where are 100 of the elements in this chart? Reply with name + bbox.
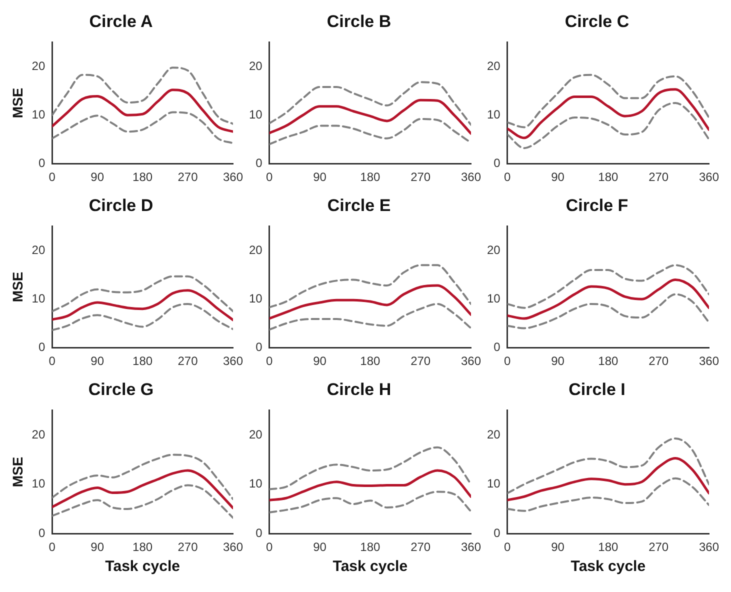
x-tick-label: 0 xyxy=(504,354,512,368)
x-tick-label: 90 xyxy=(313,354,327,368)
y-tick-label: 0 xyxy=(494,156,501,170)
x-tick-label: 180 xyxy=(132,540,153,554)
y-tick-label: 20 xyxy=(32,427,46,442)
x-tick-label: 0 xyxy=(266,354,274,368)
x-tick-label: 360 xyxy=(698,170,720,184)
line-series xyxy=(269,264,471,308)
x-tick-label: 360 xyxy=(460,170,482,184)
x-tick-label: 360 xyxy=(222,354,244,368)
y-tick-label: 10 xyxy=(32,107,46,122)
y-axis-title: MSE xyxy=(9,456,26,488)
line-series xyxy=(269,469,471,502)
y-tick-label: 0 xyxy=(494,340,501,354)
x-tick-label: 90 xyxy=(551,170,565,184)
x-tick-label: 0 xyxy=(266,170,274,184)
line-series xyxy=(507,88,709,140)
x-tick-label: 180 xyxy=(360,354,380,368)
y-tick-label: 10 xyxy=(486,476,501,491)
x-tick-label: 270 xyxy=(648,170,669,184)
line-series xyxy=(52,302,233,332)
y-tick-label: 0 xyxy=(38,156,46,170)
y-tick-label: 10 xyxy=(248,107,263,122)
x-tick-label: 90 xyxy=(90,170,104,184)
line-series xyxy=(269,81,471,126)
chart-title: Circle I xyxy=(568,380,626,399)
y-tick-label: 0 xyxy=(256,340,263,354)
line-series xyxy=(507,278,709,320)
x-tick-label: 360 xyxy=(222,540,244,554)
x-tick-label: 0 xyxy=(48,170,56,184)
y-tick-label: 10 xyxy=(32,291,46,306)
line-series xyxy=(507,264,709,309)
y-tick-label: 20 xyxy=(32,242,46,257)
chart-title: Circle E xyxy=(327,196,391,215)
y-tick-label: 20 xyxy=(248,58,263,73)
x-tick-label: 270 xyxy=(410,540,431,554)
y-tick-label: 20 xyxy=(486,58,501,73)
x-tick-label: 0 xyxy=(48,354,56,368)
x-tick-label: 360 xyxy=(222,170,244,184)
x-axis-title: Task cycle xyxy=(332,558,408,576)
line-series xyxy=(507,456,709,502)
x-tick-label: 360 xyxy=(460,354,482,368)
y-tick-label: 20 xyxy=(486,242,501,257)
line-series xyxy=(507,102,709,150)
x-tick-label: 360 xyxy=(698,540,720,554)
y-tick-label: 10 xyxy=(32,476,46,491)
line-series xyxy=(507,437,709,494)
y-tick-label: 20 xyxy=(32,58,46,73)
line-series xyxy=(269,446,471,490)
line-series xyxy=(269,302,471,331)
y-tick-label: 20 xyxy=(248,427,263,442)
x-axis-title: Task cycle xyxy=(105,558,180,576)
x-tick-label: 180 xyxy=(132,354,153,368)
x-tick-label: 180 xyxy=(598,540,618,554)
x-tick-label: 180 xyxy=(360,170,380,184)
y-tick-label: 0 xyxy=(256,156,263,170)
y-tick-label: 0 xyxy=(494,526,501,540)
y-axis-title: MSE xyxy=(9,88,26,118)
x-tick-label: 0 xyxy=(504,540,512,554)
chart-title: Circle D xyxy=(88,196,154,215)
x-tick-label: 90 xyxy=(551,540,565,554)
x-tick-label: 270 xyxy=(178,354,198,368)
x-tick-label: 0 xyxy=(266,540,274,554)
line-series xyxy=(269,490,471,514)
y-tick-label: 10 xyxy=(486,291,501,306)
x-tick-label: 0 xyxy=(48,540,56,554)
line-series xyxy=(269,118,471,146)
y-tick-label: 20 xyxy=(486,427,501,442)
line-series xyxy=(507,477,709,512)
x-tick-label: 270 xyxy=(410,170,431,184)
x-axis-title: Task cycle xyxy=(570,558,646,576)
chart-title: Circle G xyxy=(88,380,154,399)
y-tick-label: 0 xyxy=(38,340,46,354)
x-tick-label: 180 xyxy=(360,540,380,554)
x-tick-label: 90 xyxy=(313,540,327,554)
x-tick-label: 270 xyxy=(178,540,198,554)
x-tick-label: 0 xyxy=(504,170,512,184)
y-tick-label: 10 xyxy=(486,107,501,122)
x-tick-label: 90 xyxy=(90,354,104,368)
chart-title: Circle B xyxy=(326,12,392,31)
line-series xyxy=(52,454,233,500)
x-tick-label: 180 xyxy=(598,354,618,368)
line-series xyxy=(52,289,233,322)
line-series xyxy=(52,66,233,125)
x-tick-label: 90 xyxy=(90,540,104,554)
x-tick-label: 360 xyxy=(698,354,720,368)
x-tick-label: 90 xyxy=(313,170,327,184)
y-tick-label: 10 xyxy=(248,476,263,491)
x-tick-label: 180 xyxy=(598,170,618,184)
line-series xyxy=(507,293,709,330)
y-axis-title: MSE xyxy=(9,272,26,302)
chart-title: Circle A xyxy=(89,12,153,31)
x-tick-label: 270 xyxy=(178,170,198,184)
y-tick-label: 0 xyxy=(256,526,263,540)
x-tick-label: 270 xyxy=(410,354,431,368)
y-tick-label: 20 xyxy=(248,242,263,257)
chart-title: Circle C xyxy=(564,12,630,31)
chart-title: Circle H xyxy=(326,380,392,399)
x-tick-label: 270 xyxy=(648,540,669,554)
line-series xyxy=(52,111,233,144)
